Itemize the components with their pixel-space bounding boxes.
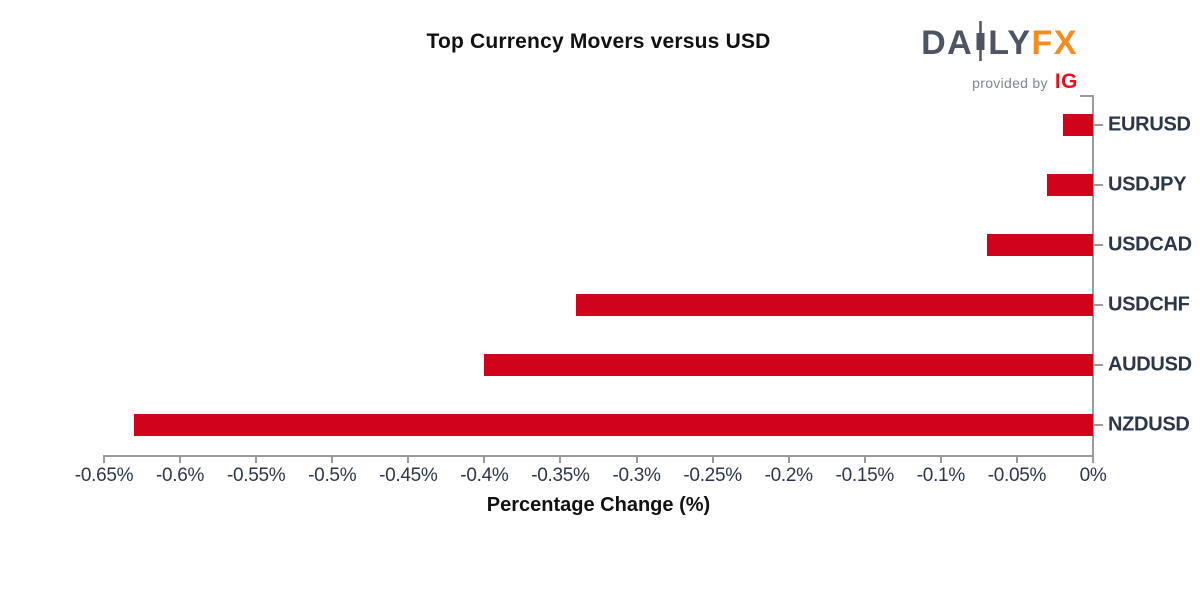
x-tick-label: -0.6% (155, 465, 205, 486)
category-tick (1093, 364, 1103, 366)
logo-text-ly: LY (988, 24, 1032, 62)
bar-row-eurusd (104, 95, 1093, 155)
category-label-nzdusd: NZDUSD (1108, 413, 1190, 436)
ig-logo: IG (1054, 70, 1078, 93)
x-tick-label: -0.15% (835, 465, 895, 486)
provided-by-row: provided by IG (921, 70, 1078, 94)
bar-row-usdcad (104, 215, 1093, 275)
provided-by-label: provided by (972, 75, 1048, 91)
x-tick-label: -0.35% (531, 465, 590, 486)
category-label-audusd: AUDUSD (1108, 353, 1192, 376)
x-axis-tick (103, 455, 105, 463)
x-tick-label: -0.3% (612, 465, 661, 486)
x-axis-tick (255, 455, 258, 463)
x-axis-tick (1015, 455, 1018, 463)
x-tick-label: -0.45% (379, 465, 438, 486)
bar-row-usdjpy (104, 155, 1093, 215)
y-axis-top-cap (1080, 95, 1093, 97)
dailyfx-wordmark: DA LY FX (921, 20, 1078, 66)
x-tick-label: -0.4% (460, 465, 509, 486)
candlestick-icon (975, 21, 986, 67)
category-tick (1093, 424, 1103, 426)
category-label-usdcad: USDCAD (1108, 233, 1192, 256)
bar-usdcad (986, 234, 1093, 256)
x-axis-tick (939, 455, 942, 463)
x-axis-tick (331, 455, 334, 463)
logo-text-fx: FX (1031, 24, 1078, 62)
x-tick-label: -0.05% (987, 465, 1047, 486)
x-axis-tick (1092, 455, 1094, 463)
bar-usdchf (575, 294, 1093, 316)
category-tick (1093, 124, 1103, 126)
bar-row-usdchf (104, 275, 1093, 335)
category-label-eurusd: EURUSD (1108, 113, 1191, 136)
x-axis-tick (635, 455, 638, 463)
x-axis-line (104, 455, 1093, 457)
x-axis-tick (179, 455, 182, 463)
bar-nzdusd (134, 414, 1093, 436)
category-label-usdchf: USDCHF (1108, 293, 1190, 316)
x-tick-label: 0% (1079, 465, 1107, 486)
x-axis-tick (483, 455, 486, 463)
bar-audusd (484, 354, 1093, 376)
chart-title: Top Currency Movers versus USD (426, 30, 771, 53)
bar-row-audusd (104, 335, 1093, 395)
category-tick (1093, 184, 1103, 186)
x-tick-label: -0.65% (74, 465, 134, 486)
x-tick-label: -0.1% (916, 465, 965, 486)
logo-text-da: DA (921, 24, 974, 62)
x-tick-label: -0.55% (226, 465, 286, 486)
category-tick (1093, 244, 1103, 246)
x-axis-tick (559, 455, 562, 463)
plot-area: EURUSD USDJPY USDCAD USDCHF AUDUSD NZDUSD -0.6… (75, 95, 1192, 486)
x-tick-label: -0.25% (683, 465, 742, 486)
category-label-usdjpy: USDJPY (1108, 173, 1187, 196)
y-axis-line (1092, 95, 1094, 455)
x-tick-label: -0.2% (764, 465, 813, 486)
x-tick-label: -0.5% (308, 465, 357, 486)
bar-eurusd (1062, 114, 1093, 136)
x-axis-tick (711, 455, 714, 463)
x-axis-tick (863, 455, 866, 463)
bar-usdjpy (1047, 174, 1093, 196)
x-axis-title: Percentage Change (%) (486, 494, 711, 516)
category-tick (1093, 304, 1103, 306)
bar-row-nzdusd (104, 395, 1093, 455)
dailyfx-logo: DA LY FX provided by IG (921, 20, 1078, 94)
x-axis-tick (787, 455, 790, 463)
x-axis-tick (407, 455, 410, 463)
